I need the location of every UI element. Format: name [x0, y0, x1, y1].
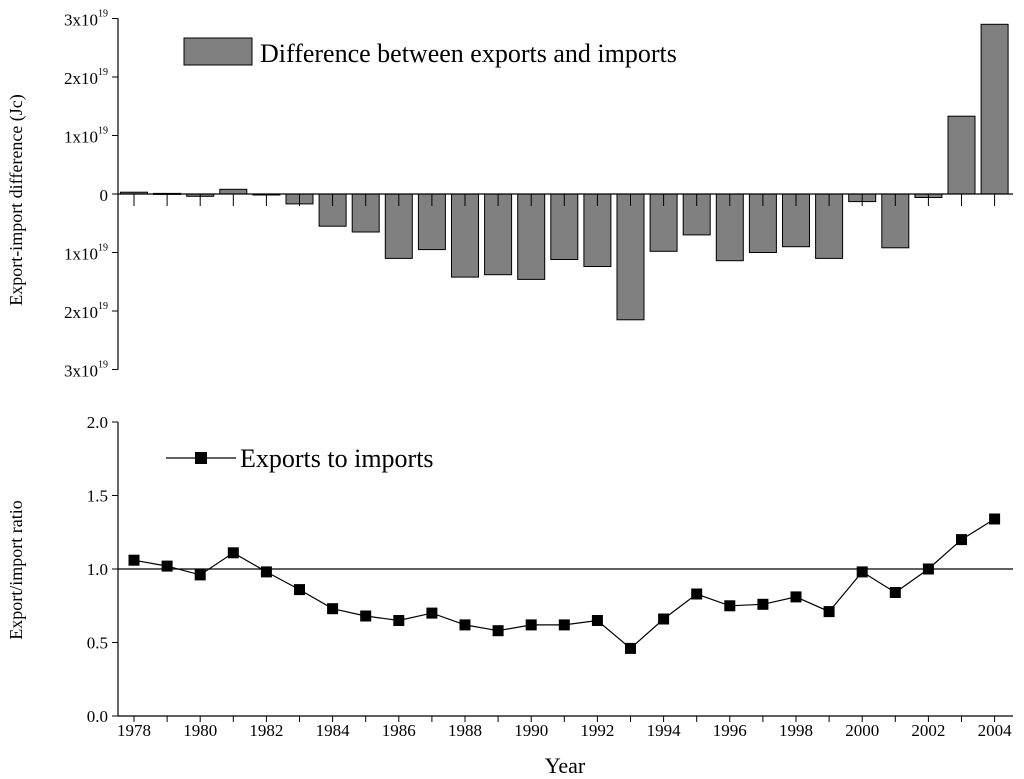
top-y-tick-label: 3x1019 [64, 9, 108, 30]
legend-marker-ratio [195, 452, 207, 464]
point-1984 [327, 603, 339, 615]
x-tick-label: 1998 [779, 721, 813, 740]
point-1996 [724, 600, 736, 612]
x-axis-title: Year [545, 753, 586, 778]
legend-label-ratio: Exports to imports [240, 444, 434, 473]
point-1980 [194, 569, 206, 581]
top-y-tick-mantissa: 2x10 [64, 303, 98, 322]
point-1989 [492, 625, 504, 637]
point-1993 [625, 642, 636, 654]
bottom-y-tick-label: 1.5 [87, 487, 108, 506]
point-1982 [260, 566, 272, 578]
point-2003 [956, 534, 967, 546]
point-1986 [393, 615, 405, 626]
top-y-tick-label: 1x1019 [64, 126, 108, 147]
point-1981 [227, 547, 239, 559]
x-tick-label: 1994 [647, 721, 682, 740]
top-legend: Difference between exports and imports [183, 37, 677, 68]
top-y-tick-mantissa: 1x10 [64, 128, 98, 147]
top-y-tick-mantissa: 3x10 [64, 362, 98, 381]
top-y-tick-exponent: 19 [98, 360, 108, 371]
x-tick-label: 1992 [580, 721, 614, 740]
bottom-y-tick-label: 0.0 [87, 707, 108, 726]
bar-1989 [484, 193, 513, 276]
point-2000 [856, 566, 868, 578]
x-tick-label: 2004 [978, 721, 1013, 740]
top-y-tick-exponent: 19 [98, 126, 108, 137]
top-y-tick-mantissa: 0 [100, 186, 109, 205]
top-y-tick-label: 2x1019 [64, 301, 108, 322]
legend-label-difference: Difference between exports and imports [260, 39, 677, 68]
x-tick-label: 1980 [183, 721, 217, 740]
bar-2004 [980, 23, 1009, 195]
x-tick-label: 1986 [382, 721, 416, 740]
top-y-tick-mantissa: 3x10 [64, 11, 98, 30]
bottom-y-axis-title: Export/import ratio [6, 500, 26, 639]
x-tick-label: 2000 [845, 721, 879, 740]
top-y-tick-label: 2x1019 [64, 67, 108, 88]
point-1983 [294, 584, 305, 596]
bottom-legend: Exports to imports [166, 444, 434, 473]
legend-swatch-difference [183, 37, 253, 66]
top-y-tick-exponent: 19 [98, 67, 108, 78]
bar-1988 [451, 193, 479, 278]
top-y-tick-label: 3x1019 [64, 360, 108, 381]
point-1999 [823, 606, 835, 618]
top-y-tick-exponent: 19 [98, 243, 108, 254]
bar-1990 [517, 193, 546, 280]
point-1988 [459, 619, 471, 631]
top-y-tick-label: 1x1019 [64, 243, 108, 264]
bar-1981 [219, 188, 248, 195]
point-1987 [426, 607, 438, 619]
point-1994 [658, 613, 670, 625]
x-tick-label: 2002 [911, 721, 945, 740]
x-tick-label: 1988 [448, 721, 482, 740]
x-tick-label: 1978 [117, 721, 151, 740]
point-1991 [558, 619, 570, 631]
top-y-tick-exponent: 19 [98, 301, 108, 312]
point-2001 [889, 587, 901, 598]
x-tick-label: 1996 [713, 721, 747, 740]
point-2002 [922, 563, 934, 575]
bar-1992 [583, 193, 612, 267]
ratio-line-chart: Export/import ratio Exports to imports Y… [6, 413, 1013, 778]
point-1978 [128, 554, 140, 566]
bar-2003 [947, 115, 976, 195]
point-1992 [591, 615, 603, 626]
x-tick-label: 1990 [514, 721, 548, 740]
top-y-tick-label: 0 [100, 186, 109, 205]
point-1995 [691, 588, 703, 600]
bottom-y-tick-label: 1.0 [87, 560, 108, 579]
point-1990 [525, 619, 537, 631]
bar-1993 [616, 193, 645, 321]
point-1985 [360, 610, 372, 622]
difference-bar-chart: Export-import difference (Jc) Difference… [6, 9, 1013, 381]
top-y-tick-mantissa: 1x10 [64, 245, 98, 264]
top-y-tick-exponent: 19 [98, 9, 108, 20]
x-tick-label: 1982 [249, 721, 283, 740]
point-1997 [757, 598, 769, 610]
point-2004 [989, 513, 1001, 525]
top-y-tick-mantissa: 2x10 [64, 69, 98, 88]
top-y-axis-title: Export-import difference (Jc) [6, 94, 27, 306]
bottom-y-tick-label: 2.0 [87, 413, 108, 432]
bottom-y-tick-label: 0.5 [87, 634, 108, 653]
point-1979 [161, 560, 173, 572]
x-tick-label: 1984 [316, 721, 351, 740]
point-1998 [790, 591, 802, 603]
bar-1987 [417, 193, 446, 251]
